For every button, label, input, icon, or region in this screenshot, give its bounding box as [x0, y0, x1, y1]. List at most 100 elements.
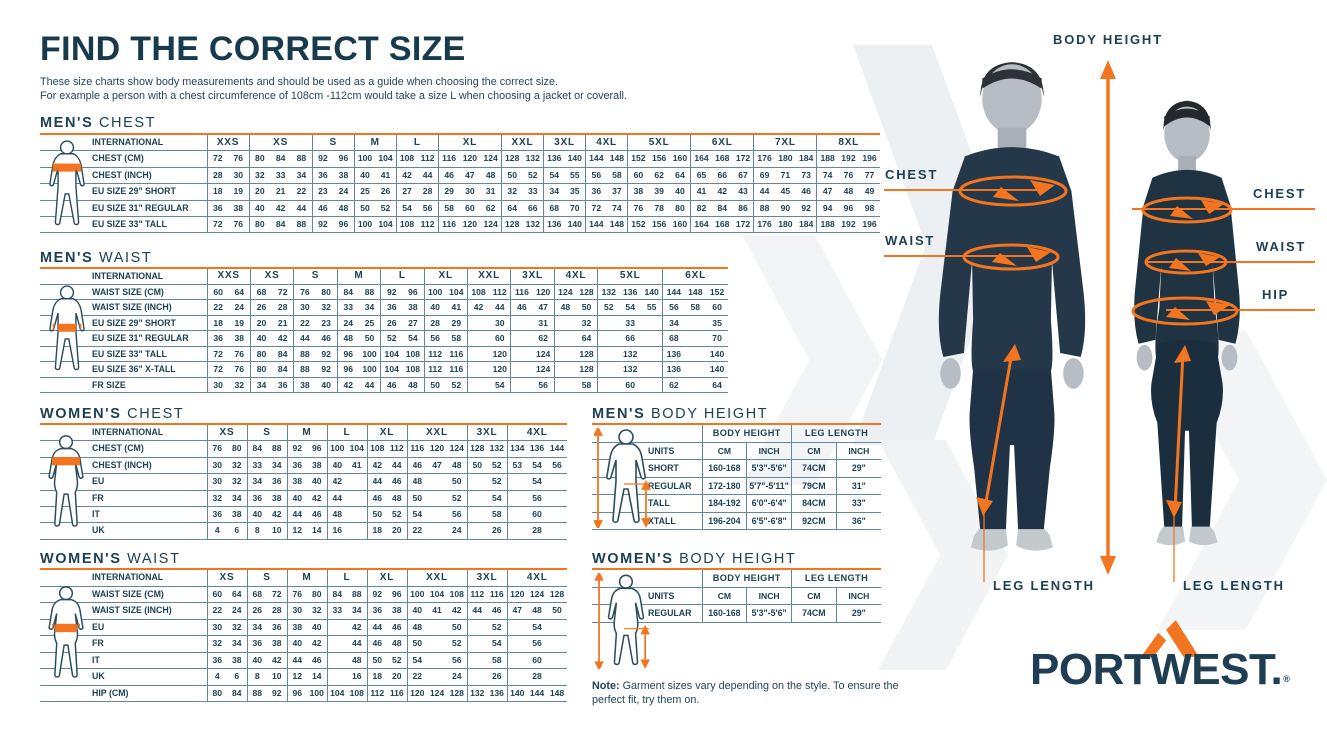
section-title-light: WAIST — [127, 551, 181, 567]
size-cell: 50 — [447, 619, 467, 636]
size-cell: 40 — [286, 490, 307, 508]
size-cell: 4 — [206, 668, 227, 686]
corner-label: INTERNATIONAL — [40, 268, 207, 285]
size-cell — [466, 490, 487, 508]
size-cell: 184 — [795, 150, 817, 168]
size-group-header: L — [326, 569, 367, 587]
size-cell: 60 — [527, 506, 547, 524]
size-cell — [506, 652, 527, 669]
size-cell: 25 — [353, 183, 376, 201]
size-group-header: 3XL — [510, 268, 555, 285]
size-cell: 34 — [246, 473, 267, 491]
size-cell: 64 — [228, 284, 251, 300]
size-cell: 70 — [564, 200, 586, 218]
size-cell: 38 — [402, 299, 425, 316]
size-cell: 58 — [487, 652, 507, 669]
size-cell: 18 — [206, 315, 229, 331]
chest-label-right: CHEST — [1253, 186, 1307, 201]
size-cell — [506, 506, 527, 524]
male-waist-figure-icon — [42, 271, 92, 394]
size-cell: 30 — [206, 473, 227, 491]
subtitle-line: These size charts show body measurements… — [40, 76, 558, 88]
size-cell: 52 — [487, 619, 507, 636]
size-cell: 76 — [206, 440, 227, 458]
size-group-header: M — [286, 569, 327, 587]
size-cell: 136 — [619, 284, 642, 300]
size-cell: 132 — [466, 685, 487, 702]
size-cell: 128 — [500, 150, 523, 168]
size-cell: 188 — [816, 216, 838, 234]
size-cell: 29 — [445, 315, 468, 331]
row-label: EU SIZE 33" TALL — [40, 216, 207, 234]
size-cell: 27 — [395, 183, 418, 201]
size-cell: 6'5"-6'8" — [746, 512, 792, 530]
size-cell: 120 — [406, 685, 427, 702]
registered-mark: ® — [1283, 674, 1290, 684]
size-cell: 32 — [248, 167, 271, 185]
size-cell — [547, 522, 567, 540]
size-cell: 25 — [358, 315, 381, 331]
size-group-header: 5XL — [597, 268, 663, 285]
size-cell: 180 — [774, 150, 796, 168]
size-cell: 128 — [447, 685, 467, 702]
size-cell: 80 — [248, 150, 271, 168]
size-cell — [506, 522, 527, 540]
size-cell — [553, 377, 576, 393]
size-cell: 38 — [627, 183, 649, 201]
size-cell: 164 — [690, 216, 712, 234]
note-body: Garment sizes vary depending on the styl… — [592, 680, 899, 706]
size-cell: 40 — [246, 652, 267, 669]
row-label: FR SIZE — [40, 377, 207, 393]
size-cell: 24 — [447, 668, 467, 686]
size-cell: 80 — [248, 216, 271, 234]
size-cell: 10 — [267, 522, 287, 540]
size-cell: 94 — [816, 200, 838, 218]
size-cell: 124 — [553, 284, 576, 300]
size-cell — [326, 635, 347, 653]
size-table: INTERNATIONAL XS S M L XL XXL 3XL 4XL WAIST SIZE … — [40, 568, 567, 702]
size-group-header: 4XL — [506, 569, 567, 587]
size-cell: 36 — [206, 506, 227, 524]
size-cell: 47 — [427, 457, 447, 475]
size-cell: 72 — [206, 361, 229, 378]
section-title-strong: WOMEN'S — [40, 551, 122, 567]
size-cell: 104 — [427, 586, 447, 603]
size-cell: 33 — [336, 299, 359, 316]
size-group-header: 4XL — [553, 268, 598, 285]
size-cell: 96 — [307, 440, 327, 458]
size-cell: 42 — [395, 167, 418, 185]
size-cell: 54 — [487, 490, 507, 508]
size-group-header: XL — [366, 569, 407, 587]
size-cell: 196-204 — [701, 512, 747, 530]
size-group-header: 5XL — [627, 134, 691, 152]
size-cell: 104 — [347, 440, 367, 458]
female-model-photo — [1103, 86, 1271, 573]
size-cell: 42 — [270, 200, 292, 218]
size-cell: 30 — [293, 299, 316, 316]
section-title-light: BODY HEIGHT — [650, 406, 769, 422]
page-title: FIND THE CORRECT SIZE — [40, 30, 466, 68]
size-cell: 33" — [835, 494, 881, 513]
size-cell: 48 — [333, 200, 355, 218]
size-cell: 38 — [227, 652, 247, 669]
size-group-header: S — [311, 134, 355, 152]
size-cell: 136 — [542, 150, 565, 168]
mens-body-height-table-wrap: BODY HEIGHT LEG LENGTH UNITS CM INCH CM INCH SH… — [592, 423, 881, 530]
size-cell — [684, 346, 707, 362]
size-cell: 14 — [307, 668, 327, 686]
unit-header: CM — [791, 587, 837, 605]
size-cell: 76 — [837, 167, 859, 185]
size-cell: 42 — [267, 652, 287, 669]
size-cell — [597, 361, 620, 378]
size-cell: 88 — [291, 216, 313, 234]
size-cell — [684, 330, 707, 347]
size-cell: 134 — [506, 440, 527, 458]
size-cell: 54 — [527, 619, 547, 636]
size-cell: 23 — [311, 183, 334, 201]
size-group-header: S — [246, 424, 287, 442]
size-cell: 36 — [206, 652, 227, 669]
size-cell: 84 — [272, 361, 294, 378]
size-cell: 144 — [585, 216, 607, 234]
size-cell: 64 — [500, 200, 523, 218]
size-cell: 29" — [835, 604, 881, 623]
